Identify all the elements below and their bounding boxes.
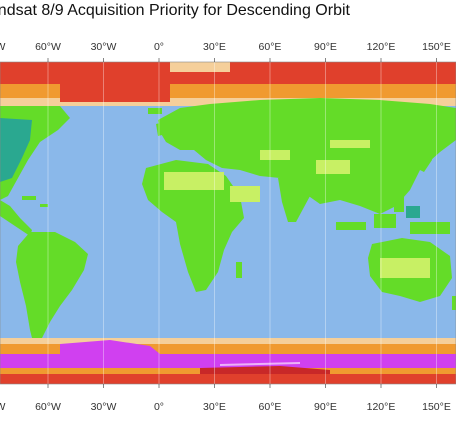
lon-tick-label-bottom: 60°W [35, 401, 61, 413]
sahara-high [164, 172, 224, 190]
north-america [0, 106, 70, 236]
sumatra [336, 222, 366, 230]
east-coast-teal [0, 118, 32, 182]
teal-islands [406, 206, 420, 218]
arctic-bands [0, 62, 456, 106]
lon-tick-label-top: 90°E [314, 41, 337, 53]
south-america [16, 232, 88, 346]
antarctic-peach-band [0, 338, 456, 344]
eurasia-landmass [158, 98, 456, 214]
lon-tick-label-top: 30°E [203, 41, 226, 53]
new-zealand [452, 296, 456, 310]
lon-tick-label-bottom: 0° [154, 401, 164, 413]
lon-tick-label-bottom: 150°E [422, 401, 451, 413]
antarctic-bands [0, 338, 456, 384]
lon-tick-label-top: 150°E [422, 41, 451, 53]
mongolia-high [330, 140, 370, 148]
lon-ticks-top: 90°W 60°W 30°W 0° 30°E 60°E 90°E 120°E 150°E [0, 41, 451, 62]
antarctic-magenta-bulge [60, 340, 160, 354]
se-asia-islands [336, 196, 450, 234]
antarctic-red-band [0, 374, 456, 384]
lon-gridlines [47, 62, 437, 384]
lon-tick-label-top: 60°E [259, 41, 282, 53]
central-asia-high [260, 150, 290, 160]
central-america [0, 200, 32, 236]
map-title: Landsat 8/9 Acquisition Priority for Des… [0, 2, 350, 19]
map-panel [0, 62, 456, 384]
australia-interior-high [380, 258, 430, 278]
uk-islands [156, 122, 166, 136]
arctic-ocean-strip [170, 62, 230, 72]
tibet-high [316, 160, 350, 174]
greenland-block [60, 62, 170, 102]
lon-tick-label-bottom: 60°E [259, 401, 282, 413]
antarctic-red-patch [200, 366, 330, 374]
lon-tick-label-top: 120°E [367, 41, 396, 53]
caribbean-island [22, 196, 36, 200]
eurasia [156, 98, 456, 214]
arabia-high [230, 186, 260, 202]
lon-tick-label-bottom: 30°W [91, 401, 117, 413]
lon-tick-label-bottom: 30°E [203, 401, 226, 413]
lon-tick-label-top: 30°W [91, 41, 117, 53]
lon-tick-label-top: 60°W [35, 41, 61, 53]
antarctic-white-streaks [220, 362, 300, 366]
lon-tick-label-bottom: 90°E [314, 401, 337, 413]
new-guinea [410, 222, 450, 234]
africa [142, 160, 244, 292]
philippines [394, 196, 404, 212]
caribbean-island-2 [40, 204, 48, 207]
lon-ticks-bottom: 90°W 60°W 30°W 0° 30°E 60°E 90°E 120°E 150°E [0, 384, 451, 413]
iceland [148, 108, 162, 114]
madagascar [236, 262, 242, 278]
antarctic-orange-band [0, 344, 456, 354]
arctic-peach-band [0, 98, 456, 106]
india [278, 176, 310, 222]
plot-border [0, 61, 456, 385]
antarctic-magenta-band [0, 354, 456, 368]
borneo [374, 214, 396, 228]
lon-tick-label-top: 90°W [0, 41, 5, 53]
lon-tick-label-bottom: 90°W [0, 401, 5, 413]
lon-tick-label-top: 0° [154, 41, 164, 53]
japan [416, 146, 432, 172]
lon-tick-label-bottom: 120°E [367, 401, 396, 413]
